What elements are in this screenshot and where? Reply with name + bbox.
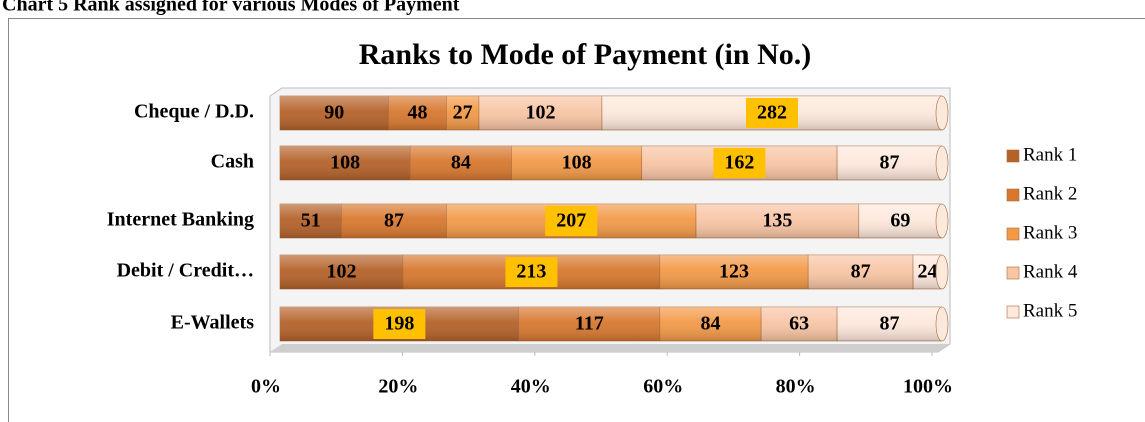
legend-swatch [1006,227,1020,241]
label-highlight [745,98,798,128]
bar-shine [280,96,389,130]
bar-shine [280,146,411,180]
legend-label: Rank 4 [1023,261,1078,282]
x-tick-label: 100% [903,376,953,398]
category-label: Cash [211,151,254,173]
bar-cap [935,203,949,239]
data-label: 207 [556,210,586,232]
x-tick-label: 80% [776,376,816,398]
bar-shine [808,255,914,289]
label-highlight [373,309,426,339]
data-label: 108 [330,152,360,174]
legend-label: Rank 2 [1023,183,1077,204]
bar-cap [935,306,949,342]
bar-shine [858,204,942,238]
data-label: 162 [724,152,754,174]
data-label: 198 [384,313,414,335]
x-tick-label: 40% [511,376,551,398]
data-label: 123 [719,261,749,283]
frame [8,18,1145,422]
data-label: 51 [301,210,321,232]
category-label: Internet Banking [107,209,254,231]
category-label: E-Wallets [171,312,255,334]
category-label: Debit / Credit… [117,260,254,282]
data-label: 87 [384,210,404,232]
bar-shine [388,96,447,130]
bar-shine [341,204,447,238]
data-label: 282 [757,102,787,124]
bar-shine [446,96,479,130]
bar-shine [511,146,642,180]
bar-shine [837,146,942,180]
data-label: 69 [890,210,910,232]
data-label: 48 [407,102,427,124]
bar-shine [518,307,660,341]
bar-shine [761,307,838,341]
data-label: 27 [453,102,473,124]
legend-swatch [1006,266,1020,280]
data-label: 108 [562,152,592,174]
caption: Chart 5 Rank assigned for various Modes … [2,0,460,16]
data-label: 90 [324,102,344,124]
label-highlight [545,206,598,236]
bar-shine [280,204,342,238]
legend-label: Rank 5 [1023,300,1077,321]
plot-floor [270,344,950,352]
data-label: 84 [451,152,471,174]
data-label: 117 [575,313,604,335]
bar-shine [478,96,602,130]
chart-title: Ranks to Mode of Payment (in No.) [359,38,811,71]
data-label: 213 [516,261,546,283]
bar-shine [696,204,859,238]
data-label: 102 [326,261,356,283]
x-tick-label: 0% [251,376,281,398]
label-highlight [713,148,766,178]
legend-swatch [1006,149,1020,163]
bar-cap [935,254,949,290]
bar-shine [659,255,809,289]
bar-cap [935,95,949,131]
category-label: Cheque / D.D. [134,101,254,123]
bar-shine [837,307,942,341]
data-label: 24 [918,261,938,283]
x-tick-label: 60% [643,376,683,398]
bar-shine [280,255,403,289]
data-label: 63 [789,313,809,335]
data-label: 84 [700,313,720,335]
legend-label: Rank 1 [1023,144,1077,165]
data-label: 87 [880,313,900,335]
label-highlight [505,257,558,287]
x-tick-label: 20% [378,376,418,398]
data-label: 135 [762,210,792,232]
bar-shine [659,307,762,341]
bar-shine [410,146,512,180]
data-label: 87 [851,261,871,283]
bar-cap [935,145,949,181]
legend-swatch [1006,305,1020,319]
legend-swatch [1006,188,1020,202]
legend-label: Rank 3 [1023,222,1077,243]
data-label: 87 [880,152,900,174]
data-label: 102 [525,102,555,124]
